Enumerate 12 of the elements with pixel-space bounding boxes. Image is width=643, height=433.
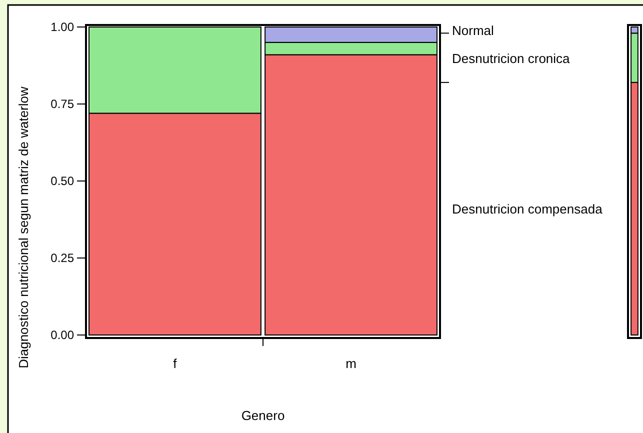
y-tick-label: 1.00 [50, 20, 74, 34]
y-tick-label: 0.00 [50, 328, 74, 342]
series-label: Desnutricion compensada [452, 202, 604, 217]
x-tick-label: m [346, 356, 356, 371]
x-tick-label: f [173, 356, 178, 371]
series-label: Desnutricion cronica [452, 50, 571, 66]
y-tick-label: 0.50 [50, 174, 74, 188]
y-tick-label: 0.75 [50, 96, 74, 111]
y-tick-label: 0.25 [50, 250, 74, 265]
x-axis-title: Genero [241, 408, 285, 423]
legend-label: Normal [452, 23, 494, 38]
y-axis-title: Diagnostico nutricional segun matriz de waterlow [16, 86, 31, 368]
